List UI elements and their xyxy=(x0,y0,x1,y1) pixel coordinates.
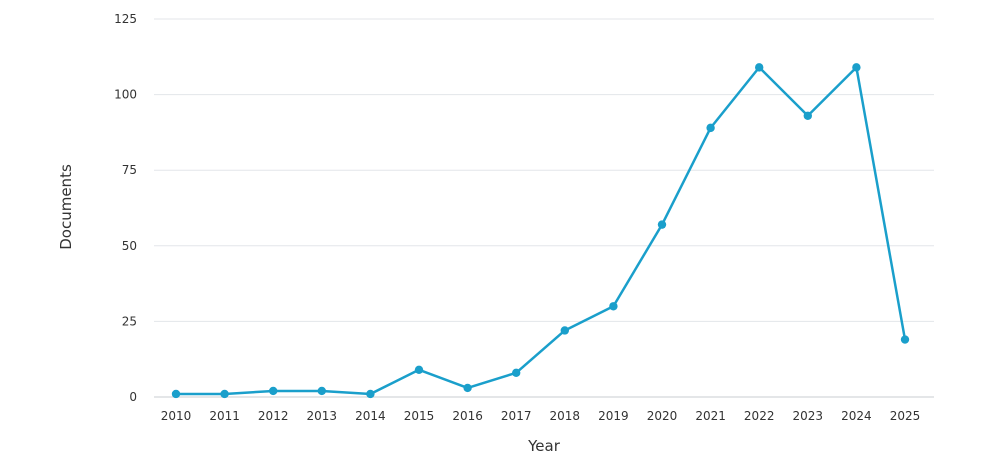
data-point[interactable] xyxy=(269,386,278,396)
x-tick-label: 2022 xyxy=(744,409,775,423)
data-point[interactable] xyxy=(803,111,812,120)
data-point[interactable] xyxy=(366,389,375,399)
x-tick-label: 2011 xyxy=(209,409,240,423)
x-tick-label: 2019 xyxy=(598,409,629,423)
y-axis-ticks: 0 25 50 75 100 125 xyxy=(114,12,137,404)
data-point[interactable] xyxy=(463,383,472,393)
data-point[interactable] xyxy=(171,389,181,399)
data-point[interactable] xyxy=(609,302,618,311)
x-tick-label: 2010 xyxy=(161,409,192,423)
x-tick-label: 2024 xyxy=(841,409,872,423)
x-tick-label: 2012 xyxy=(258,409,289,423)
x-tick-label: 2015 xyxy=(404,409,435,423)
x-tick-label: 2013 xyxy=(307,409,338,423)
data-point[interactable] xyxy=(852,63,861,72)
gridlines xyxy=(154,18,934,398)
y-tick-label: 100 xyxy=(114,88,137,102)
y-tick-label: 75 xyxy=(122,163,137,177)
data-point[interactable] xyxy=(900,335,910,344)
x-tick-label: 2018 xyxy=(550,409,581,423)
data-point[interactable] xyxy=(706,123,715,133)
x-axis-ticks: 2010 2011 2012 2013 2014 2015 2016 2017 2018 2019… xyxy=(161,409,921,423)
series-layer xyxy=(171,63,910,399)
x-tick-label: 2014 xyxy=(355,409,386,423)
data-point[interactable] xyxy=(755,63,764,72)
data-point[interactable] xyxy=(220,389,229,399)
data-point[interactable] xyxy=(657,220,667,229)
x-tick-label: 2020 xyxy=(647,409,678,423)
y-tick-label: 0 xyxy=(129,390,137,404)
x-axis-title: Year xyxy=(527,437,561,455)
y-axis-title: Documents xyxy=(57,164,75,250)
series-line xyxy=(174,66,907,396)
x-tick-label: 2016 xyxy=(452,409,483,423)
y-tick-label: 25 xyxy=(122,314,137,328)
y-tick-label: 50 xyxy=(122,239,137,253)
x-tick-label: 2025 xyxy=(890,409,921,423)
x-tick-label: 2023 xyxy=(793,409,824,423)
x-tick-label: 2017 xyxy=(501,409,532,423)
data-point[interactable] xyxy=(560,326,569,335)
data-point[interactable] xyxy=(414,365,424,374)
y-tick-label: 125 xyxy=(114,12,137,26)
data-point[interactable] xyxy=(512,368,521,378)
x-tick-label: 2021 xyxy=(695,409,726,423)
data-point[interactable] xyxy=(317,386,326,396)
